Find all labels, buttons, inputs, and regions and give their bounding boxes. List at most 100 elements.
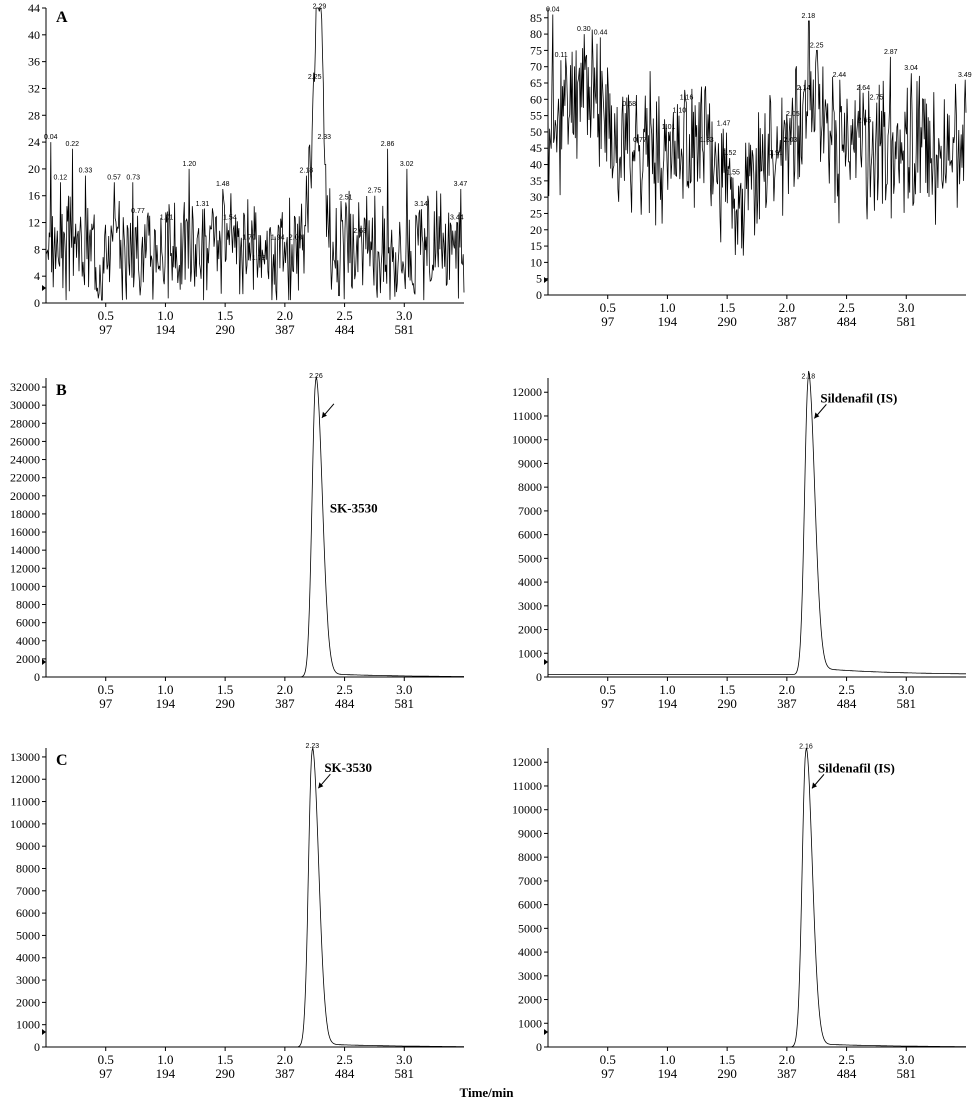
- chart-a-right-y-tick-label: 40: [530, 158, 542, 172]
- chart-c-left-peak-label: 2.23: [306, 743, 320, 750]
- chart-b-right-y-tick-label: 0: [536, 670, 542, 684]
- chart-a-right-peak-label: 0.04: [546, 7, 560, 14]
- chart-c-right-y-tick-label: 2000: [518, 993, 542, 1007]
- chart-a-right-peak-label: 1.52: [723, 150, 737, 157]
- chart-b-right-y-tick-label: 7000: [518, 504, 542, 518]
- chart-c-right-y-tick-label: 0: [536, 1040, 542, 1054]
- chart-b-right-x-tick-label: 0.5: [600, 682, 616, 697]
- chart-a-left-peak-label: 1.70: [242, 235, 256, 242]
- chart-a-right-peak-label: 0.77: [633, 137, 647, 144]
- chart-a-left-peak-label: 2.63: [353, 228, 367, 235]
- chart-a-right-y-tick-label: 15: [530, 239, 542, 253]
- chart-b-left-axis-marker: [42, 659, 46, 665]
- chart-c-left-x-tick-label: 3.0: [396, 1052, 412, 1067]
- chart-c-right-x-tick-label: 0.5: [600, 1052, 616, 1067]
- chart-a-right-scan-label: 484: [837, 314, 857, 329]
- chart-a-left-trace: [45, 7, 465, 301]
- chart-a-left-y-tick-label: 40: [28, 28, 40, 42]
- chart-c-right-annotation: Sildenafil (IS): [818, 760, 895, 775]
- chart-c-right-y-tick-label: 3000: [518, 969, 542, 983]
- chart-a-left-y-tick-label: 28: [28, 108, 40, 122]
- chart-c-right-scan-label: 484: [837, 1066, 857, 1081]
- chart-b-left-y-tick-label: 28000: [10, 416, 40, 430]
- chart-a-left-peak-label: 0.33: [79, 168, 93, 175]
- chart-b-left-trace: [46, 376, 464, 678]
- chart-b-left-y-tick-label: 18000: [10, 507, 40, 521]
- chart-c-left-axis-marker: [42, 1029, 46, 1035]
- chart-a-right-y-tick-label: 25: [530, 206, 542, 220]
- chart-b-left-scan-label: 97: [99, 696, 113, 711]
- chart-a-right-peak-label: 1.01: [662, 124, 676, 131]
- chart-a-right-peak-label: 2.44: [833, 72, 847, 79]
- chart-a-right-x-tick-label: 1.5: [719, 300, 735, 315]
- chart-a-left-scan-label: 290: [215, 322, 235, 337]
- chart-a-left-x-tick-label: 0.5: [98, 308, 114, 323]
- chart-a-right-peak-label: 1.47: [717, 121, 731, 128]
- chart-a-left-y-tick-label: 8: [34, 242, 40, 256]
- chart-b-right-y-tick-label: 9000: [518, 456, 542, 470]
- chart-a-left-y-tick-label: 36: [28, 55, 40, 69]
- chart-a-left-peak-label: 1.48: [216, 181, 230, 188]
- chart-b-right-y-tick-label: 1000: [518, 646, 542, 660]
- chart-b-right-y-tick-label: 10000: [512, 433, 542, 447]
- chart-a-right-scan-label: 290: [717, 314, 737, 329]
- chart-a-right-y-tick-label: 65: [530, 76, 542, 90]
- chart-a-left-y-tick-label: 20: [28, 162, 40, 176]
- chart-c-left-x-tick-label: 1.0: [157, 1052, 173, 1067]
- chart-a-left-peak-label: 2.75: [368, 188, 382, 195]
- chart-a-right-scan-label: 194: [658, 314, 678, 329]
- chart-c-left-y-tick-label: 7000: [16, 884, 40, 898]
- chart-c-right-y-tick-label: 7000: [518, 874, 542, 888]
- chart-c-left-y-tick-label: 8000: [16, 861, 40, 875]
- chart-b-left-y-tick-label: 20000: [10, 489, 40, 503]
- chart-b-left-x-tick-label: 3.0: [396, 682, 412, 697]
- chart-a-left-y-tick-label: 44: [28, 1, 40, 15]
- chart-a-left-peak-label: 2.09: [289, 235, 303, 242]
- chart-a-right-x-tick-label: 1.0: [659, 300, 675, 315]
- chart-b-right-annotation-arrowhead: [814, 412, 820, 419]
- chart-a-right-peak-label: 0.44: [594, 29, 608, 36]
- chart-c-right-x-tick-label: 2.5: [838, 1052, 854, 1067]
- chart-c-left-trace: [46, 747, 464, 1048]
- chart-b-right-axis-marker: [544, 659, 548, 665]
- chart-c-right-x-tick-label: 3.0: [898, 1052, 914, 1067]
- chart-a-left-peak-label: 1.20: [183, 161, 197, 168]
- chart-c-left-annotation: SK-3530: [324, 760, 372, 775]
- chart-c-left-scan-label: 581: [395, 1066, 415, 1081]
- chart-a-right-peak-label: 2.64: [856, 85, 870, 92]
- chart-c-right-annotation-arrowhead: [811, 782, 817, 789]
- chart-c-left-y-tick-label: 6000: [16, 906, 40, 920]
- chart-a-right-peak-label: 2.03: [784, 137, 798, 144]
- panel-label-b: B: [56, 382, 67, 399]
- chart-a-left-axis-marker: [42, 285, 46, 291]
- chart-c-left-x-tick-label: 2.0: [277, 1052, 293, 1067]
- chart-c-left-scan-label: 194: [156, 1066, 176, 1081]
- chart-a-right-peak-label: 2.25: [810, 42, 824, 49]
- chart-c-right-axis-marker: [544, 1029, 548, 1035]
- chart-a-left-peak-label: 2.29: [313, 3, 327, 10]
- chart-c-left-y-tick-label: 4000: [16, 951, 40, 965]
- chart-a-left-peak-label: 0.77: [131, 208, 145, 215]
- chart-a-left-peak-label: 0.57: [107, 174, 121, 181]
- chart-b-left-y-tick-label: 32000: [10, 380, 40, 394]
- chart-c-right-trace: [548, 747, 966, 1048]
- chart-a-right-y-tick-label: 0: [536, 288, 542, 302]
- panel-label-a: A: [56, 9, 68, 26]
- chart-b-left-peak-label: 2.26: [309, 373, 323, 380]
- chart-b-right-y-tick-label: 8000: [518, 480, 542, 494]
- chart-c-left-y-tick-label: 0: [34, 1040, 40, 1054]
- chart-b-left-scan-label: 484: [335, 696, 355, 711]
- chart-b-left-x-tick-label: 2.0: [277, 682, 293, 697]
- chart-a-left-y-tick-label: 24: [28, 135, 40, 149]
- chart-c-left-y-tick-label: 9000: [16, 839, 40, 853]
- chart-a-right-y-tick-label: 60: [530, 92, 542, 106]
- chart-a-left-x-tick-label: 1.0: [157, 308, 173, 323]
- chart-b-right-y-tick-label: 5000: [518, 551, 542, 565]
- chart-a-left-scan-label: 97: [99, 322, 113, 337]
- chart-c-right-scan-label: 194: [658, 1066, 678, 1081]
- chart-a-right-scan-label: 581: [897, 314, 917, 329]
- chart-a-left-peak-label: 2.18: [300, 168, 314, 175]
- chart-a-right-peak-label: 2.75: [870, 95, 884, 102]
- chart-a-left-scan-label: 387: [275, 322, 295, 337]
- chart-a-right-peak-label: 2.65: [858, 117, 872, 124]
